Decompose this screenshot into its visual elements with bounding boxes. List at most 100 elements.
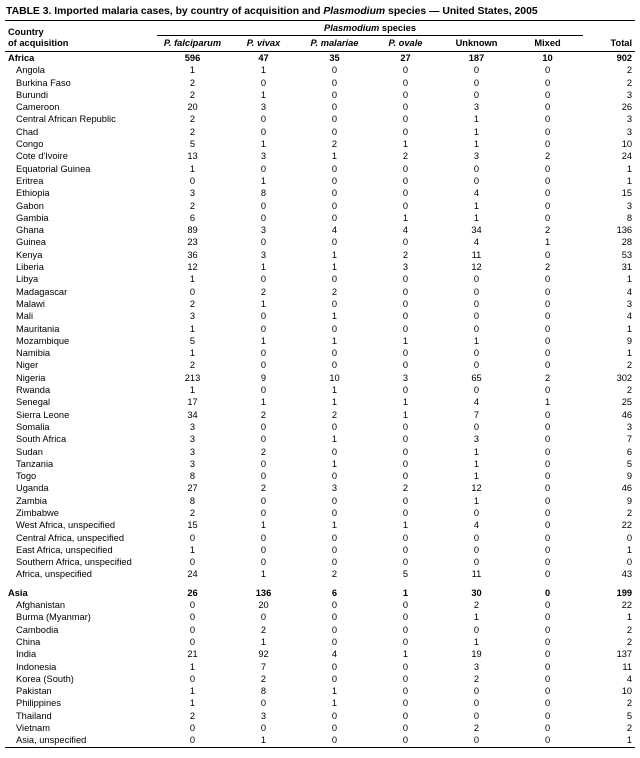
table-row: Mozambique 5 1 1 1 1 0 9: [5, 335, 635, 347]
value-cell: 0: [544, 471, 551, 482]
value-cell: 4: [473, 520, 480, 531]
value-cell: 5: [189, 139, 196, 150]
value-cell: 3: [402, 262, 409, 273]
total-cell: 199: [616, 587, 633, 598]
value-cell: 0: [544, 298, 551, 309]
country-cell: Pakistan: [16, 686, 52, 697]
column-header-p-vivax: P. vivax: [228, 35, 299, 52]
group-header-rest: species: [379, 23, 417, 33]
value-cell: 1: [189, 385, 196, 396]
value-cell: 1: [331, 698, 338, 709]
value-cell: 0: [260, 200, 267, 211]
column-header-label: P. vivax: [246, 38, 281, 48]
country-cell: Niger: [16, 360, 39, 371]
value-cell: 0: [473, 544, 480, 555]
country-cell: Burkina Faso: [16, 77, 71, 88]
value-cell: 0: [331, 360, 338, 371]
value-cell: 0: [544, 544, 551, 555]
total-cell: 1: [626, 175, 633, 186]
value-cell: 4: [331, 225, 338, 236]
value-cell: 89: [187, 225, 198, 236]
table-row: Libya 1 0 0 0 0 0 1: [5, 273, 635, 285]
country-cell: Uganda: [16, 483, 49, 494]
value-cell: 0: [331, 471, 338, 482]
table-row: Africa, unspecified 24 1 2 5 11 0 43: [5, 568, 635, 580]
value-cell: 0: [402, 163, 409, 174]
country-cell: Mozambique: [16, 335, 70, 346]
value-cell: 0: [189, 175, 196, 186]
value-cell: 1: [260, 262, 267, 273]
value-cell: 0: [402, 175, 409, 186]
total-cell: 7: [626, 434, 633, 445]
table-row: Gambia 6 0 0 1 1 0 8: [5, 212, 635, 224]
country-cell: Senegal: [16, 397, 51, 408]
value-cell: 0: [473, 735, 480, 746]
value-cell: 0: [544, 532, 551, 543]
value-cell: 0: [260, 698, 267, 709]
total-cell: 2: [626, 636, 633, 647]
value-cell: 187: [468, 53, 485, 63]
value-cell: 0: [402, 311, 409, 322]
value-cell: 0: [544, 636, 551, 647]
country-cell: Congo: [16, 139, 44, 150]
value-cell: 0: [402, 360, 409, 371]
value-cell: 2: [260, 446, 267, 457]
value-cell: 0: [260, 237, 267, 248]
value-cell: 3: [260, 151, 267, 162]
table-row: Thailand 2 3 0 0 0 0 5: [5, 710, 635, 722]
total-cell: 46: [621, 409, 633, 420]
value-cell: 2: [260, 624, 267, 635]
value-cell: 0: [402, 600, 409, 611]
value-cell: 0: [473, 624, 480, 635]
value-cell: 0: [402, 434, 409, 445]
total-cell: 2: [626, 77, 633, 88]
table-row: Chad 2 0 0 0 1 0 3: [5, 126, 635, 138]
column-header-p-malariae: P. malariae: [299, 35, 370, 52]
value-cell: 2: [544, 151, 551, 162]
value-cell: 8: [189, 495, 196, 506]
value-cell: 0: [260, 212, 267, 223]
table-row: Central Africa, unspecified 0 0 0 0 0 0 0: [5, 532, 635, 544]
value-cell: 2: [189, 114, 196, 125]
value-cell: 1: [473, 612, 480, 623]
value-cell: 1: [331, 458, 338, 469]
value-cell: 0: [544, 200, 551, 211]
value-cell: 0: [402, 237, 409, 248]
total-cell: 2: [626, 698, 633, 709]
country-cell: Angola: [16, 65, 45, 76]
country-cell: Rwanda: [16, 385, 51, 396]
value-cell: 1: [260, 175, 267, 186]
table-row: Central African Republic 2 0 0 0 1 0 3: [5, 113, 635, 125]
value-cell: 21: [187, 649, 198, 660]
value-cell: 0: [473, 274, 480, 285]
value-cell: 0: [260, 163, 267, 174]
value-cell: 8: [260, 188, 267, 199]
total-cell: 3: [626, 89, 633, 100]
table-row: Burkina Faso 2 0 0 0 0 0 2: [5, 77, 635, 89]
value-cell: 30: [471, 587, 482, 598]
value-cell: 0: [544, 649, 551, 660]
table-row: Kenya 36 3 1 2 11 0 53: [5, 249, 635, 261]
header-columns-row: P. falciparum P. vivax P. malariae P. ov…: [5, 35, 635, 52]
value-cell: 0: [260, 544, 267, 555]
value-cell: 0: [544, 557, 551, 568]
table-row: Ethiopia 3 8 0 0 4 0 15: [5, 187, 635, 199]
country-cell: West Africa, unspecified: [16, 520, 116, 531]
country-cell: Vietnam: [16, 723, 50, 734]
value-cell: 0: [544, 409, 551, 420]
table-row: Mali 3 0 1 0 0 0 4: [5, 310, 635, 322]
value-cell: 3: [402, 372, 409, 383]
table-row: Afghanistan 0 20 0 0 2 0 22: [5, 599, 635, 611]
table-row: Equatorial Guinea 1 0 0 0 0 0 1: [5, 163, 635, 175]
value-cell: 0: [189, 532, 196, 543]
value-cell: 12: [471, 262, 482, 273]
value-cell: 1: [473, 139, 480, 150]
value-cell: 0: [402, 65, 409, 76]
value-cell: 1: [473, 458, 480, 469]
value-cell: 3: [260, 225, 267, 236]
value-cell: 1: [473, 335, 480, 346]
country-cell: Africa: [8, 53, 35, 63]
table-row: Asia, unspecified 0 1 0 0 0 0 1: [5, 734, 635, 747]
value-cell: 0: [260, 385, 267, 396]
total-cell: 6: [626, 446, 633, 457]
